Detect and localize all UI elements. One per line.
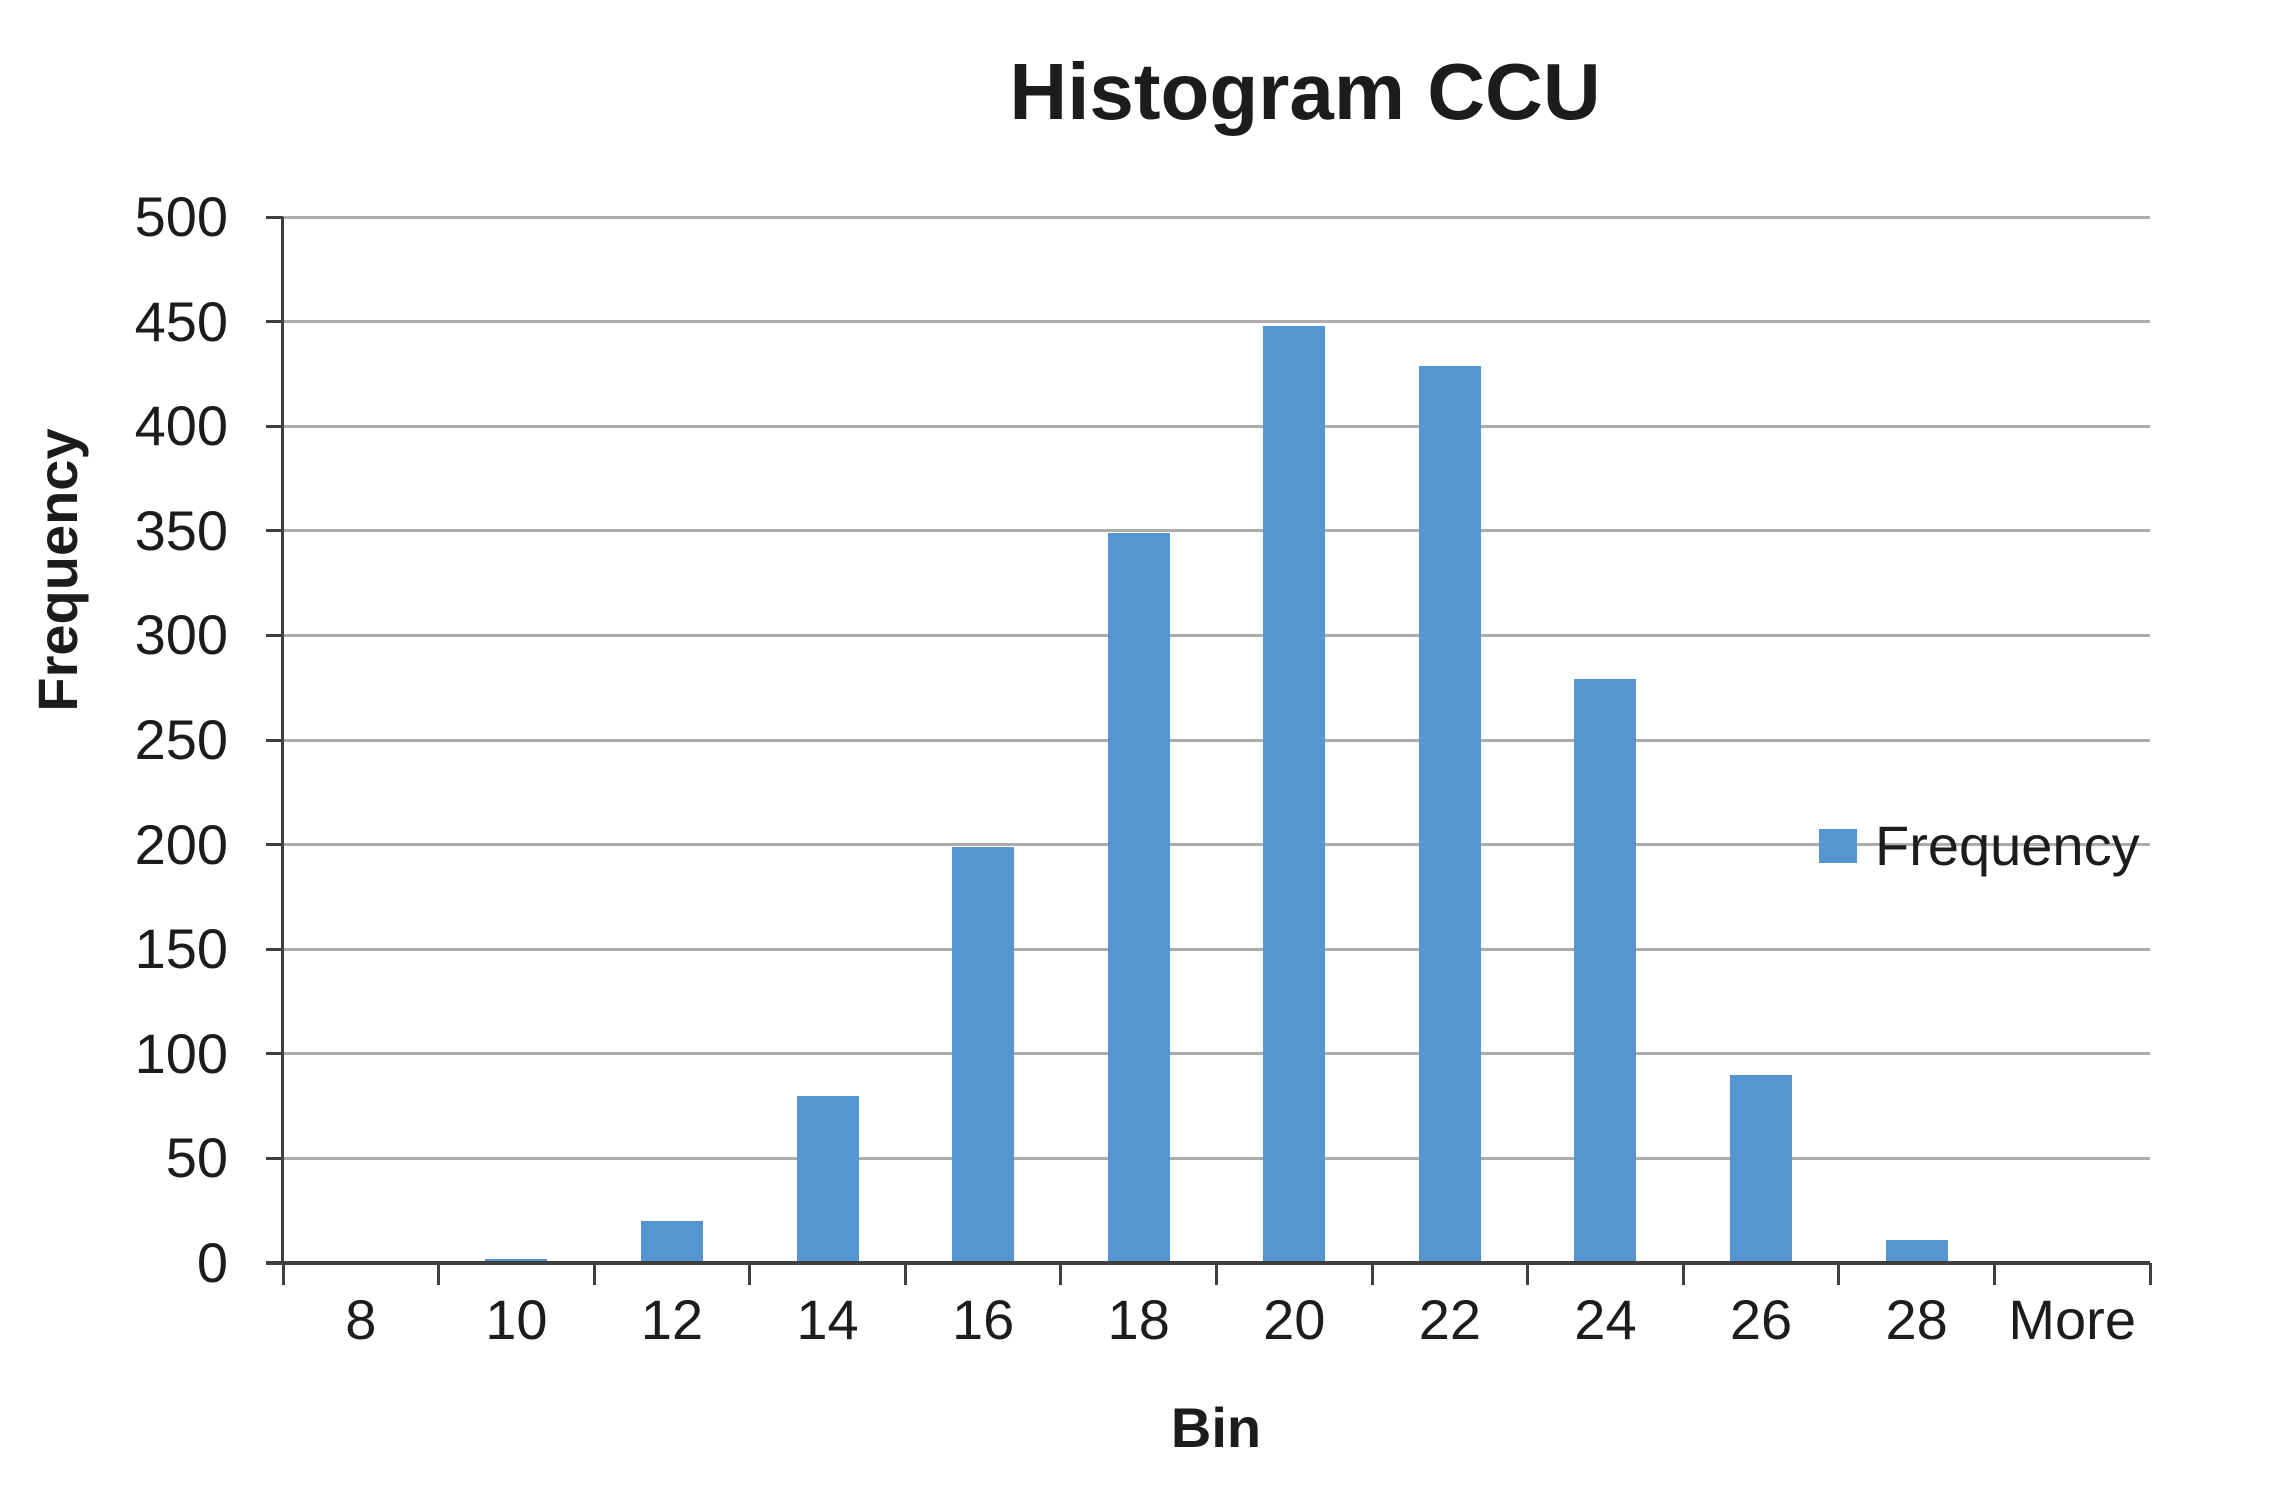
legend-series-label: Frequency: [1875, 814, 2140, 877]
plot-area: [266, 215, 2152, 1285]
x-axis-tickmark: [1370, 1263, 1374, 1285]
x-tick-label-20: 20: [1263, 1288, 1326, 1351]
x-axis-tickmark: [1215, 1263, 1218, 1285]
x-axis-tickmark: [2148, 1263, 2152, 1285]
bar-28: [1885, 1239, 1948, 1263]
bar-20: [1263, 325, 1326, 1263]
y-tick-label-0: 0: [196, 1231, 228, 1294]
bar-10: [485, 1258, 548, 1263]
x-axis-tickmark: [1992, 1263, 1996, 1285]
x-axis-tickmark: [1681, 1263, 1685, 1285]
y-axis-tickmark: [266, 424, 283, 428]
bar-18: [1107, 532, 1170, 1263]
y-tick-label-150: 150: [134, 917, 228, 981]
y-tick-label-350: 350: [134, 498, 228, 562]
x-tick-label-16: 16: [951, 1288, 1015, 1351]
x-tick-label-18: 18: [1107, 1288, 1170, 1351]
gridline-y-150: [283, 947, 2150, 951]
y-axis-tickmark: [266, 1052, 283, 1056]
gridline-y-250: [283, 738, 2150, 742]
x-axis-line: [266, 1261, 2150, 1265]
gridline-y-300: [283, 633, 2150, 637]
x-axis-tickmark: [903, 1263, 907, 1285]
legend-color-swatch: [1819, 829, 1857, 863]
x-axis-tick-labels: 8 10 12 14 16 18 20 22 24 26 28 More: [283, 1292, 2150, 1362]
x-tick-label-22: 22: [1418, 1288, 1482, 1351]
bar-24: [1574, 679, 1637, 1263]
gridline-y-400: [283, 424, 2150, 428]
y-axis-tickmark: [266, 633, 283, 637]
x-axis-title: Bin: [1170, 1396, 1262, 1459]
gridline-y-500: [283, 215, 2150, 219]
y-axis-tickmark: [266, 947, 283, 951]
y-axis-tickmark: [266, 843, 283, 847]
legend: Frequency: [1819, 816, 2140, 876]
x-tick-label-More: More: [2008, 1288, 2136, 1351]
x-axis-tickmark: [1526, 1263, 1530, 1285]
chart-title: Histogram CCU: [1009, 47, 1601, 136]
x-tick-label-14: 14: [796, 1288, 859, 1351]
y-axis-tickmark: [266, 320, 283, 324]
bar-14: [796, 1095, 859, 1263]
x-axis-tickmark: [281, 1263, 285, 1285]
gridline-y-200: [283, 843, 2150, 847]
x-axis-tickmark: [1837, 1263, 1841, 1285]
bar-12: [640, 1221, 703, 1263]
bar-16: [952, 846, 1015, 1263]
y-tick-label-500: 500: [134, 185, 228, 248]
bar-26: [1730, 1074, 1793, 1263]
y-tick-label-450: 450: [134, 289, 228, 353]
x-tick-label-10: 10: [485, 1288, 548, 1351]
x-tick-label-12: 12: [640, 1288, 704, 1351]
x-axis-tickmark: [592, 1263, 596, 1285]
y-axis-tickmark: [266, 1156, 283, 1160]
y-tick-label-250: 250: [134, 708, 228, 771]
y-tick-label-400: 400: [134, 394, 228, 458]
y-axis-line: [281, 217, 284, 1263]
bar-22: [1418, 365, 1481, 1263]
gridline-y-450: [283, 320, 2150, 324]
gridline-y-50: [283, 1156, 2150, 1160]
y-tick-label-100: 100: [134, 1021, 228, 1085]
x-axis-tickmark: [437, 1263, 441, 1285]
y-axis-tick-labels: 0 50 100 150 200 250 300 350 400 450 500: [0, 189, 228, 1291]
y-axis-tickmark: [266, 738, 283, 742]
gridline-y-350: [283, 529, 2150, 533]
x-tick-label-26: 26: [1729, 1288, 1793, 1351]
x-axis-tickmark: [1059, 1263, 1063, 1285]
gridline-y-100: [283, 1052, 2150, 1056]
y-tick-label-300: 300: [134, 603, 228, 667]
y-tick-label-200: 200: [134, 812, 228, 876]
x-tick-label-8: 8: [345, 1288, 377, 1351]
y-axis-tickmark: [266, 215, 283, 219]
x-tick-label-24: 24: [1574, 1288, 1637, 1351]
y-axis-tickmark: [266, 529, 283, 533]
x-axis-tickmark: [748, 1263, 752, 1285]
y-tick-label-50: 50: [165, 1126, 228, 1190]
x-tick-label-28: 28: [1885, 1288, 1948, 1351]
